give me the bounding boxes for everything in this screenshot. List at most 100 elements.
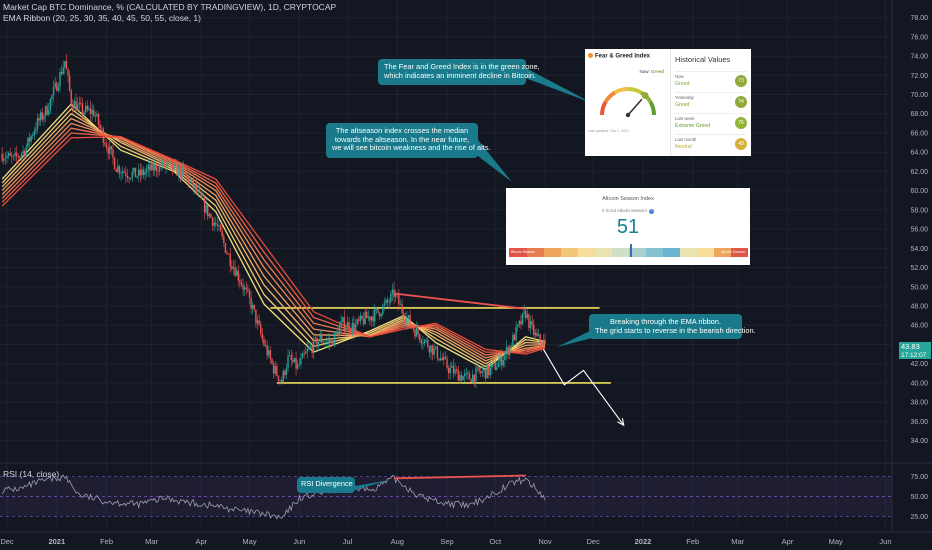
altseason-callout-pointer [470,140,512,182]
candle-body [462,375,464,381]
candle-body [370,316,373,321]
candle-body [48,110,50,115]
candle-body [345,327,347,331]
candle-body [528,314,530,328]
fear-greed-updated: Last updated: Nov 1, 2021 [588,129,630,133]
candle-body [200,192,203,198]
candle-body [346,322,349,328]
last-price-value: 43.83 [901,342,920,351]
candle-body [22,150,24,154]
candle-body [492,362,495,364]
candle-body [292,360,294,363]
candle-body [14,152,16,156]
x-tick-label: 2022 [635,537,652,546]
y-tick-label: 62.00 [910,169,928,176]
price-candles [1,53,546,388]
candle-body [460,375,463,381]
candle-body [229,254,231,267]
y-tick-label: 54.00 [910,246,928,253]
y-tick-label: 68.00 [910,111,928,118]
candle-body [476,367,479,369]
history-row-last-month: Last month Neutral 49 [675,134,747,155]
candle-body [247,289,249,291]
candle-body [295,357,297,369]
ema-callout-pointer [557,330,592,347]
candle-body [15,152,18,157]
candle-body [407,315,410,318]
candle-body [322,342,325,344]
scale-segment [730,248,748,257]
candle-body [333,332,336,346]
level-lines [270,307,611,384]
x-tick-label: Sep [440,537,453,546]
candle-body [500,356,503,366]
candle-body [364,311,366,324]
candle-body [141,169,143,176]
candle-body [30,135,32,142]
candle-body [287,355,289,369]
symbol-title[interactable]: Market Cap BTC Dominance, % (CALCULATED … [3,2,337,12]
rsi-title[interactable]: RSI (14, close) [3,469,60,479]
candle-body [451,365,453,368]
candle-body [6,156,8,159]
candle-body [202,197,204,199]
candle-body [276,365,278,376]
altseason-card: Altcoin Season Index It is not Altcoin S… [506,188,750,265]
candle-body [192,178,194,188]
candle-body [155,164,158,171]
candle-body [150,162,153,171]
candle-body [110,146,113,150]
fear-greed-card: Fear & Greed Index Now: Greed Last updat… [585,49,751,156]
candle-body [64,61,66,68]
candle-body [544,339,546,344]
candle-body [126,176,129,179]
candle-body [96,114,98,116]
candle-body [497,362,500,368]
x-tick-label: Oct [489,537,502,546]
candle-body [168,162,170,164]
candle-body [216,224,219,226]
candle-body [459,375,461,381]
candle-body [279,380,281,381]
candle-body [46,106,48,115]
y-tick-label: 56.00 [910,227,928,234]
fear-greed-gauge-panel: Fear & Greed Index Now: Greed Last updat… [585,49,671,156]
candle-body [337,332,339,337]
altseason-title: Altcoin Season Index [602,196,654,202]
candle-body [28,137,31,142]
candle-body [359,315,362,321]
projection-path [542,349,625,426]
candle-body [33,131,36,136]
callout-line: The Fear and Greed Index is in the green… [384,62,540,71]
candle-body [4,158,7,159]
candle-body [268,350,270,356]
callout-line: we will see bitcoin weakness and the ris… [332,143,491,153]
candle-body [399,304,402,306]
candle-body [541,342,543,346]
x-tick-label: Feb [686,537,699,546]
candle-body [480,371,482,374]
candle-body [56,82,58,91]
candle-body [211,217,214,226]
candle-body [529,321,532,328]
scale-segment [645,248,663,257]
candle-body [374,309,376,322]
candle-body [59,72,61,87]
fear-greed-callout: The Fear and Greed Index is in the green… [378,59,540,85]
candle-body [372,316,374,322]
candle-body [324,342,326,344]
fear-greed-logo-icon [588,53,593,58]
candle-body [255,309,257,324]
fear-greed-gauge [600,87,656,118]
candle-body [11,155,13,157]
candle-body [369,316,371,321]
ema-line-45 [1,127,546,356]
candle-body [390,293,392,302]
indicator-title[interactable]: EMA Ribbon (20, 25, 30, 35, 40, 45, 50, … [3,13,201,23]
help-icon[interactable]: ? [648,209,654,214]
candle-body [181,166,183,177]
candle-body [179,167,182,177]
candle-body [43,115,45,120]
candle-body [195,184,198,192]
rsi-legend: RSI (14, close) [3,469,59,480]
